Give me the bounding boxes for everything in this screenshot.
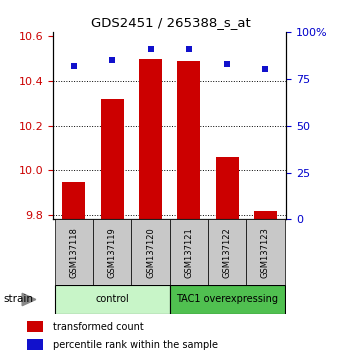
Bar xyxy=(139,59,162,219)
Bar xyxy=(208,219,246,285)
Text: transformed count: transformed count xyxy=(53,322,144,332)
Bar xyxy=(254,211,277,219)
Text: GDS2451 / 265388_s_at: GDS2451 / 265388_s_at xyxy=(91,16,250,29)
Text: percentile rank within the sample: percentile rank within the sample xyxy=(53,339,218,350)
Bar xyxy=(101,99,124,219)
Bar xyxy=(131,219,170,285)
Bar xyxy=(27,321,43,332)
Point xyxy=(148,46,153,52)
Polygon shape xyxy=(22,293,36,306)
Point xyxy=(224,61,230,67)
Bar xyxy=(170,219,208,285)
Text: strain: strain xyxy=(3,295,33,304)
Bar xyxy=(55,285,170,314)
Bar xyxy=(177,61,200,219)
Bar xyxy=(246,219,284,285)
Point xyxy=(109,57,115,63)
Bar xyxy=(93,219,131,285)
Bar xyxy=(62,182,85,219)
Text: GSM137118: GSM137118 xyxy=(70,227,78,278)
Text: control: control xyxy=(95,295,129,304)
Bar xyxy=(55,219,93,285)
Bar xyxy=(27,339,43,350)
Text: GSM137119: GSM137119 xyxy=(108,227,117,278)
Text: GSM137122: GSM137122 xyxy=(223,227,232,278)
Text: TAC1 overexpressing: TAC1 overexpressing xyxy=(176,295,278,304)
Bar xyxy=(170,285,284,314)
Text: GSM137123: GSM137123 xyxy=(261,227,270,278)
Point xyxy=(186,46,192,52)
Text: GSM137120: GSM137120 xyxy=(146,227,155,278)
Point xyxy=(71,63,77,68)
Bar xyxy=(216,157,239,219)
Point xyxy=(263,67,268,72)
Text: GSM137121: GSM137121 xyxy=(184,227,193,278)
